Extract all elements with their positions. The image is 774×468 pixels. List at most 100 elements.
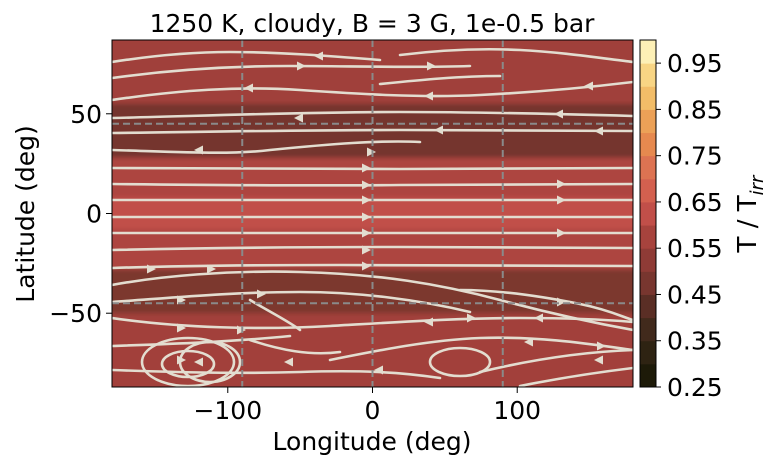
colorbar-segment-4 (640, 271, 656, 295)
colorbar-segment-10 (640, 132, 656, 157)
streamline-1 (112, 290, 472, 314)
x-tick-label-2: 100 (493, 396, 541, 425)
colorbar-segment-6 (640, 225, 656, 249)
colorbar-segment-8 (640, 178, 656, 203)
stream-arrow-15 (594, 126, 603, 136)
stream-arrow-34 (597, 341, 606, 351)
colorbar-segment-13 (640, 63, 656, 87)
stream-arrow-36 (177, 355, 186, 365)
stream-arrow-24 (177, 323, 186, 333)
colorbar-segment-11 (640, 109, 656, 134)
stream-arrow-19 (424, 91, 433, 101)
plot-area (112, 40, 633, 387)
stream-arrow-5 (362, 163, 371, 173)
axes: −100 0 100 −50 0 50 (49, 39, 634, 425)
streamline-21 (518, 366, 633, 387)
colorbar-segment-2 (640, 317, 656, 342)
stream-arrow-23 (314, 51, 323, 61)
colorbar-tick-label-1: 0.35 (667, 327, 723, 356)
streamline-2 (112, 270, 633, 332)
streamline-25 (248, 338, 342, 355)
vortex-east (428, 346, 492, 378)
temperature-field (112, 40, 633, 387)
temperature-band-3 (112, 197, 633, 230)
streamline-23 (378, 74, 502, 86)
stream-arrow-22 (427, 61, 436, 71)
streamline-19 (112, 368, 442, 380)
colorbar-segment-14 (640, 40, 656, 64)
y-tick-label-1: 0 (86, 200, 102, 229)
vortex-outer (140, 336, 236, 387)
stream-arrow-1 (362, 212, 371, 222)
streamlines (112, 47, 633, 387)
colorbar-segment-0 (640, 363, 656, 388)
stream-arrow-10 (557, 228, 566, 238)
streamline-11 (112, 128, 633, 135)
streamline-20 (478, 348, 633, 374)
stream-arrow-29 (257, 289, 266, 299)
streamline-9 (112, 166, 633, 171)
stream-arrow-6 (362, 261, 371, 271)
colorbar-tick-label-3: 0.55 (667, 234, 723, 263)
stream-arrow-35 (194, 357, 203, 367)
colorbar-segment-5 (640, 248, 656, 272)
stream-arrow-21 (297, 61, 306, 71)
colorbar-segment-3 (640, 294, 656, 319)
stream-arrow-32 (524, 337, 533, 347)
x-tick-label-1: 0 (365, 396, 381, 425)
stream-arrow-30 (284, 357, 293, 367)
colorbar-frame (639, 39, 657, 388)
x-tick-label-0: −100 (193, 396, 262, 425)
stream-arrow-27 (534, 313, 543, 323)
stream-arrow-9 (557, 195, 566, 205)
colorbar: 0.25 0.35 0.45 0.55 0.65 0.75 0.85 0.95 (639, 39, 723, 402)
y-axis-label: Latitude (deg) (11, 125, 40, 302)
colorbar-tick-label-6: 0.85 (667, 95, 723, 124)
streamline-4 (112, 245, 633, 252)
stream-arrow-3 (362, 245, 371, 255)
colorbar-label: T / Tirr (733, 174, 768, 253)
colorbar-segment-12 (640, 86, 656, 110)
stream-arrow-31 (374, 365, 383, 375)
reference-lines (112, 40, 633, 387)
colorbar-label-sub: irr (747, 174, 768, 195)
streamline-8 (112, 182, 633, 187)
chart-title: 1250 K, cloudy, B = 3 G, 1e-0.5 bar (150, 9, 596, 38)
colorbar-tick-label-2: 0.45 (667, 280, 723, 309)
x-axis-label: Longitude (deg) (273, 427, 472, 456)
y-tick-label-2: 50 (70, 100, 102, 129)
streamline-14 (112, 64, 472, 80)
stream-arrow-17 (554, 109, 563, 119)
colorbar-label-main: T / T (733, 195, 763, 253)
colorbar-tick-label-4: 0.65 (667, 188, 723, 217)
stream-arrow-16 (294, 113, 303, 123)
stream-arrow-26 (424, 317, 433, 327)
stream-arrow-18 (244, 83, 253, 93)
colorbar-segment-7 (640, 201, 656, 226)
colorbar-tick-label-5: 0.75 (667, 142, 723, 171)
y-tick-label-0: −50 (49, 299, 102, 328)
colorbar-tick-label-7: 0.95 (667, 49, 723, 78)
streamline-10 (112, 140, 422, 155)
streamline-16 (398, 47, 633, 64)
streamline-13 (112, 80, 633, 102)
streamline-22 (458, 288, 633, 322)
stream-arrow-0 (362, 195, 371, 205)
stream-arrow-33 (594, 355, 603, 365)
colorbar-tick-label-0: 0.25 (667, 373, 723, 402)
stream-arrow-37 (467, 313, 476, 323)
streamline-3 (112, 263, 633, 270)
stream-arrow-8 (207, 264, 216, 274)
stream-arrow-4 (362, 180, 371, 190)
stream-arrow-20 (584, 81, 593, 91)
stream-arrow-14 (434, 125, 443, 135)
streamline-15 (112, 50, 382, 64)
stream-arrow-38 (557, 297, 566, 307)
streamline-18 (328, 336, 633, 362)
colorbar-segment-9 (640, 155, 656, 180)
colorbar-segment-1 (640, 340, 656, 365)
stream-arrow-12 (194, 145, 203, 155)
stream-arrow-7 (147, 264, 156, 274)
stream-arrow-2 (362, 228, 371, 238)
